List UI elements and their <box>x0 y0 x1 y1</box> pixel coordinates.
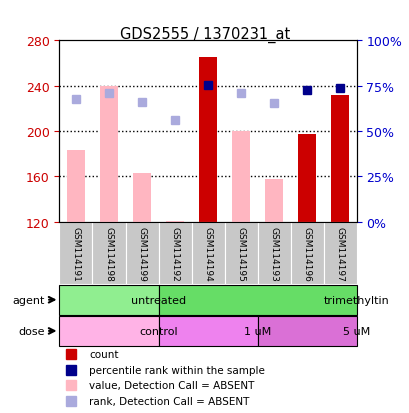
Text: GSM114192: GSM114192 <box>170 226 179 281</box>
Bar <box>158 316 257 346</box>
Bar <box>257 316 356 346</box>
Text: GDS2555 / 1370231_at: GDS2555 / 1370231_at <box>119 27 290 43</box>
Bar <box>224 222 257 285</box>
Bar <box>257 222 290 285</box>
Text: value, Detection Call = ABSENT: value, Detection Call = ABSENT <box>89 380 254 390</box>
Text: GSM114198: GSM114198 <box>104 226 113 281</box>
Bar <box>158 285 356 315</box>
Text: GSM114195: GSM114195 <box>236 226 245 281</box>
Bar <box>264 179 283 222</box>
Text: GSM114194: GSM114194 <box>203 226 212 281</box>
Bar <box>100 87 118 222</box>
Text: trimethyltin: trimethyltin <box>323 295 389 305</box>
Text: GSM114199: GSM114199 <box>137 226 146 281</box>
Text: count: count <box>89 349 118 359</box>
Text: control: control <box>139 326 178 336</box>
Text: GSM114196: GSM114196 <box>302 226 311 281</box>
Text: 5 uM: 5 uM <box>342 326 369 336</box>
Bar <box>323 222 356 285</box>
Bar <box>231 132 249 222</box>
Text: GSM114197: GSM114197 <box>335 226 344 281</box>
Text: GSM114193: GSM114193 <box>269 226 278 281</box>
Bar <box>59 222 92 285</box>
Text: agent: agent <box>12 295 45 305</box>
Bar <box>133 173 151 222</box>
Text: dose: dose <box>18 326 45 336</box>
Bar <box>67 151 85 222</box>
Bar <box>158 222 191 285</box>
Bar <box>166 221 184 222</box>
Bar <box>59 316 158 346</box>
Text: rank, Detection Call = ABSENT: rank, Detection Call = ABSENT <box>89 396 249 406</box>
Text: untreated: untreated <box>130 295 186 305</box>
Bar <box>330 95 348 222</box>
Text: percentile rank within the sample: percentile rank within the sample <box>89 365 264 375</box>
Bar <box>191 222 224 285</box>
Bar <box>297 135 315 222</box>
Bar <box>92 222 125 285</box>
Bar <box>198 58 217 222</box>
Bar <box>125 222 158 285</box>
Bar <box>59 285 158 315</box>
Text: GSM114191: GSM114191 <box>71 226 80 281</box>
Text: 1 uM: 1 uM <box>243 326 271 336</box>
Bar <box>290 222 323 285</box>
